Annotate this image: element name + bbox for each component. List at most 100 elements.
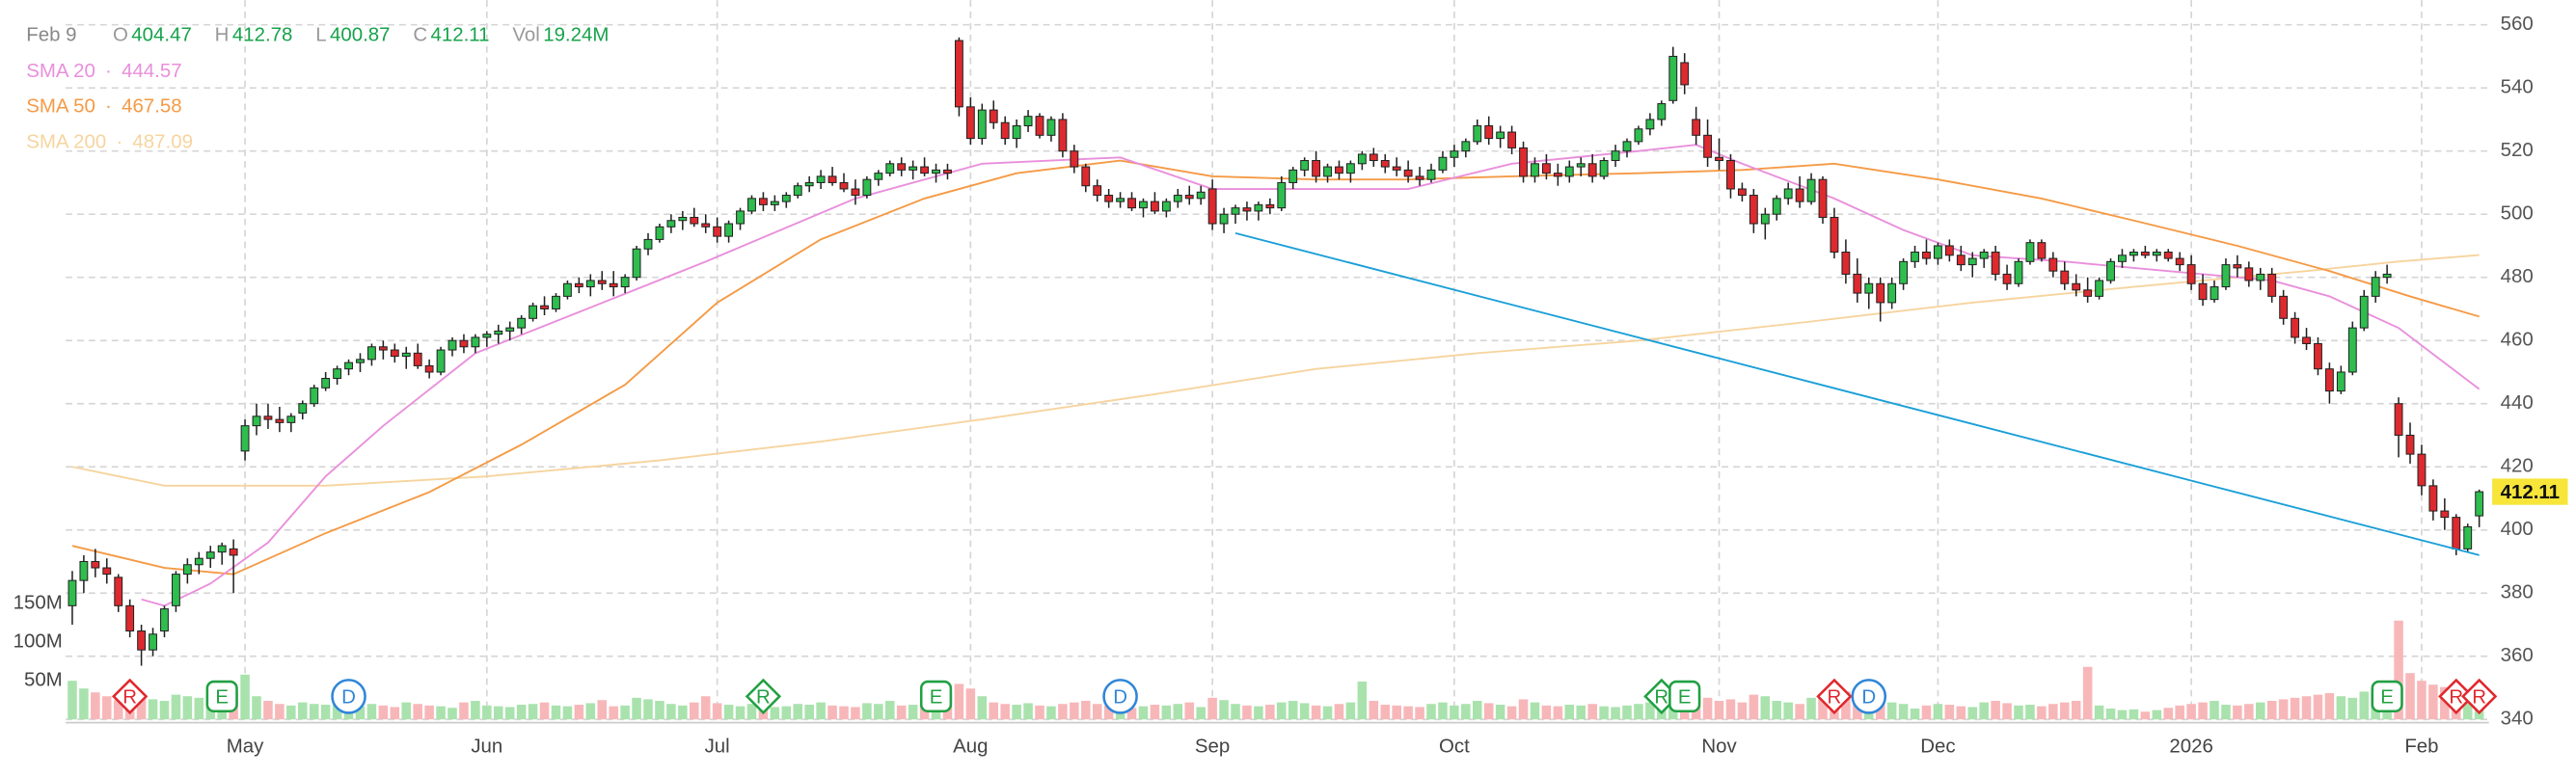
volume-bar	[1334, 704, 1344, 720]
candle-body	[286, 415, 296, 423]
candle-body	[171, 574, 180, 606]
candle-body	[2417, 453, 2427, 487]
candle-body	[862, 178, 872, 197]
candle-body	[1070, 150, 1079, 168]
volume-bar	[551, 705, 561, 720]
candle-body	[804, 181, 814, 187]
volume-bar	[1725, 699, 1736, 720]
candle-body	[2118, 255, 2127, 262]
candle-body	[240, 425, 250, 452]
volume-bar	[516, 705, 527, 720]
event-label: R	[2449, 686, 2463, 709]
candle-body	[1818, 178, 1828, 218]
volume-bar	[1553, 706, 1563, 720]
candle-body	[378, 346, 388, 351]
y-tick-label: 360	[2501, 644, 2534, 666]
volume-bar	[896, 705, 907, 720]
legend-value: 444.57	[122, 60, 182, 82]
volume-bar	[1587, 704, 1597, 720]
candle-body	[1392, 166, 1401, 171]
candle-body	[1438, 156, 1448, 171]
volume-bar	[1438, 702, 1448, 720]
candle-body	[597, 280, 607, 284]
candle-body	[1161, 201, 1171, 212]
legend-value: 487.09	[132, 131, 193, 153]
candle-body	[851, 188, 860, 197]
candle-body	[2037, 242, 2047, 259]
legend-name: SMA 200	[26, 131, 106, 153]
x-tick-label: May	[227, 736, 264, 758]
x-tick-label: Aug	[953, 736, 988, 758]
candle-body	[1737, 188, 1747, 197]
volume-bar	[332, 703, 342, 720]
event-label: R	[2472, 686, 2486, 709]
candle-body	[1703, 134, 1713, 158]
volume-bar	[1150, 705, 1160, 720]
candle-body	[1864, 282, 1874, 294]
volume-bar	[690, 702, 699, 720]
candle-body	[781, 195, 791, 202]
candle-body	[1795, 188, 1804, 202]
header-date: Feb 9	[26, 24, 76, 46]
candle-body	[1634, 128, 1643, 143]
candle-body	[298, 403, 308, 415]
volume-bar	[79, 688, 89, 720]
volume-bar	[1979, 702, 1989, 720]
candle-body	[1426, 169, 1436, 180]
price-tag-label: 412.11	[2501, 481, 2560, 503]
candle-body	[1093, 185, 1102, 197]
volume-tick-label: 150M	[14, 592, 63, 614]
candle-body	[321, 378, 331, 388]
ohlc-header: Feb 9 O 404.47 H 412.78 L 400.87 C 412.11 Vol 19.2…	[26, 24, 609, 46]
event-label: R	[1828, 686, 1842, 709]
volume-bar	[2440, 686, 2450, 720]
volume-bar	[539, 702, 550, 720]
volume-bar	[700, 696, 711, 720]
candle-body	[356, 359, 365, 363]
volume-bar	[1081, 701, 1091, 720]
y-tick-label: 480	[2501, 265, 2534, 287]
volume-bar	[827, 705, 837, 720]
candle-body	[2359, 295, 2369, 329]
volume-bar	[839, 706, 849, 720]
volume-bar	[1299, 703, 1310, 720]
volume-bar	[678, 705, 688, 720]
volume-bar	[2002, 703, 2012, 720]
y-tick-label: 340	[2501, 708, 2534, 730]
volume-bar	[562, 706, 573, 720]
candle-body	[1979, 251, 1989, 259]
candle-body	[839, 181, 849, 190]
ohlc-value: 412.11	[431, 24, 490, 46]
candle-body	[2347, 327, 2357, 373]
candle-body	[182, 564, 192, 576]
candle-body	[954, 40, 963, 108]
volume-bar	[770, 707, 780, 720]
candle-body	[102, 567, 112, 576]
volume-bar	[1541, 705, 1552, 720]
candle-body	[205, 551, 215, 559]
volume-bar	[1749, 694, 1759, 720]
event-label: E	[2380, 686, 2394, 709]
volume-bar	[816, 702, 826, 720]
volume-bar	[1506, 706, 1517, 720]
candle-body	[678, 216, 688, 222]
volume-bar	[2221, 705, 2231, 720]
volume-bar	[1518, 699, 1529, 720]
candle-body	[1587, 163, 1597, 177]
event-marker: E	[205, 680, 238, 713]
volume-bar	[2117, 710, 2128, 720]
volume-bar	[2152, 710, 2162, 720]
volume-bar	[597, 700, 608, 720]
event-marker: D	[1102, 679, 1138, 714]
event-shape	[2460, 678, 2498, 715]
volume-bar	[1530, 702, 1540, 720]
candle-body	[1496, 131, 1505, 140]
candle-body	[1519, 147, 1528, 177]
candle-body	[585, 280, 595, 288]
volume-bar	[1058, 704, 1068, 720]
volume-bar	[1910, 709, 1920, 720]
candle-body	[263, 415, 273, 420]
volume-bar	[643, 699, 653, 720]
y-tick-label: 520	[2501, 139, 2534, 161]
candle-body	[252, 415, 261, 427]
